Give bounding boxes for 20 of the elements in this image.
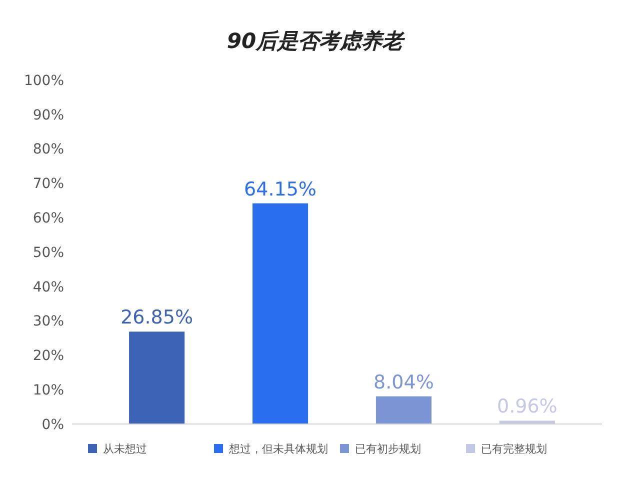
data-label: 64.15% [244, 178, 316, 200]
chart-title: 90后是否考虑养老 [226, 29, 406, 53]
y-tick-label: 60% [32, 210, 64, 226]
y-tick-label: 50% [32, 244, 64, 261]
legend-label: 想过，但未具体规划 [228, 442, 328, 456]
data-label: 26.85% [120, 306, 194, 329]
y-tick-label: 70% [32, 176, 64, 192]
y-tick-label: 90% [32, 107, 64, 124]
legend-label: 从未想过 [103, 442, 147, 456]
data-label: 8.04% [374, 371, 434, 394]
y-tick-label: 80% [32, 142, 64, 158]
y-tick-label: 20% [32, 348, 64, 364]
legend-label: 已有完整规划 [481, 442, 547, 456]
y-tick-label: 10% [32, 382, 64, 398]
data-label: 0.96% [497, 396, 558, 418]
legend-label: 已有初步规划 [355, 442, 421, 456]
y-tick-label: 30% [32, 314, 64, 330]
y-tick-label: 0% [42, 416, 64, 433]
y-tick-label: 40% [32, 279, 64, 296]
y-tick-label: 100% [24, 72, 64, 89]
